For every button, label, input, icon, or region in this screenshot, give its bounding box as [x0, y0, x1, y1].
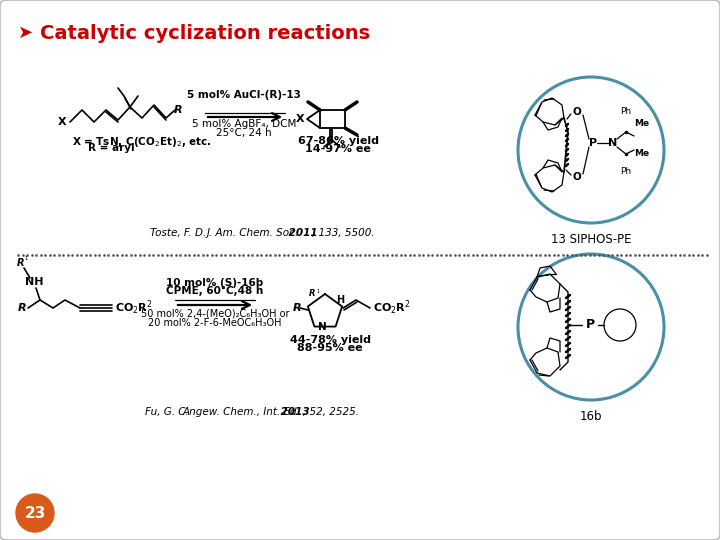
Text: X: X [58, 117, 66, 127]
Text: P: P [589, 138, 597, 148]
Text: 14-97% ee: 14-97% ee [305, 144, 371, 154]
Text: 5 mol% AgBF₄, DCM: 5 mol% AgBF₄, DCM [192, 119, 296, 129]
Text: 44-78% yield: 44-78% yield [289, 335, 371, 345]
Text: $^1$: $^1$ [24, 255, 29, 265]
Text: 88-95% ee: 88-95% ee [297, 343, 363, 353]
Text: R: R [18, 303, 27, 313]
Text: 5 mol% AuCl-(R)-13: 5 mol% AuCl-(R)-13 [187, 90, 301, 100]
Text: Me: Me [634, 119, 649, 129]
Text: O: O [572, 107, 581, 117]
Text: $^1$: $^1$ [316, 288, 320, 294]
Text: CPME, 60°C,48 h: CPME, 60°C,48 h [166, 286, 264, 296]
Text: R: R [293, 303, 301, 313]
Text: J. Am. Chem. Soc.: J. Am. Chem. Soc. [207, 228, 299, 238]
Text: Ph: Ph [621, 107, 631, 117]
Text: Toste, F. D.: Toste, F. D. [150, 228, 210, 238]
Text: 16b: 16b [580, 410, 602, 423]
Text: ➤: ➤ [18, 24, 33, 42]
Text: H: H [336, 295, 344, 305]
Text: R: R [309, 289, 315, 299]
Text: Ph: Ph [621, 167, 631, 177]
Text: X: X [296, 114, 305, 124]
Text: 25°C, 24 h: 25°C, 24 h [216, 128, 272, 138]
Circle shape [16, 494, 54, 532]
Text: R: R [17, 258, 24, 268]
Text: Angew. Chem., Int. Ed.: Angew. Chem., Int. Ed. [183, 407, 301, 417]
Text: N: N [608, 138, 618, 148]
Text: R = aryl: R = aryl [88, 143, 135, 153]
Text: , 52, 2525.: , 52, 2525. [303, 407, 359, 417]
Text: 2013: 2013 [277, 407, 310, 417]
Text: 50 mol% 2,4-(MeO)₂C₆H₃OH or: 50 mol% 2,4-(MeO)₂C₆H₃OH or [140, 308, 289, 318]
Text: O: O [572, 172, 581, 182]
Text: X = TsN, C(CO$_2$Et)$_2$, etc.: X = TsN, C(CO$_2$Et)$_2$, etc. [72, 135, 212, 149]
Text: 23: 23 [24, 505, 45, 521]
Text: CO$_2$R$^2$: CO$_2$R$^2$ [115, 299, 153, 317]
Text: 13 SIPHOS-PE: 13 SIPHOS-PE [551, 233, 631, 246]
Text: P: P [585, 319, 595, 332]
Text: CO$_2$R$^2$: CO$_2$R$^2$ [373, 299, 411, 317]
Text: 20 mol% 2-F-6-MeOC₆H₃OH: 20 mol% 2-F-6-MeOC₆H₃OH [148, 318, 282, 328]
Text: 10 mol% (S)-16b: 10 mol% (S)-16b [166, 278, 264, 288]
Text: R: R [174, 105, 182, 115]
Text: , 133, 5500.: , 133, 5500. [312, 228, 374, 238]
Text: N: N [318, 322, 326, 332]
Text: Fu, G. C.: Fu, G. C. [145, 407, 192, 417]
Text: NH: NH [24, 277, 43, 287]
Text: Me: Me [634, 150, 649, 159]
Text: 67-86% yield: 67-86% yield [297, 136, 379, 146]
Text: 2011: 2011 [285, 228, 318, 238]
Text: Catalytic cyclization reactions: Catalytic cyclization reactions [40, 24, 370, 43]
